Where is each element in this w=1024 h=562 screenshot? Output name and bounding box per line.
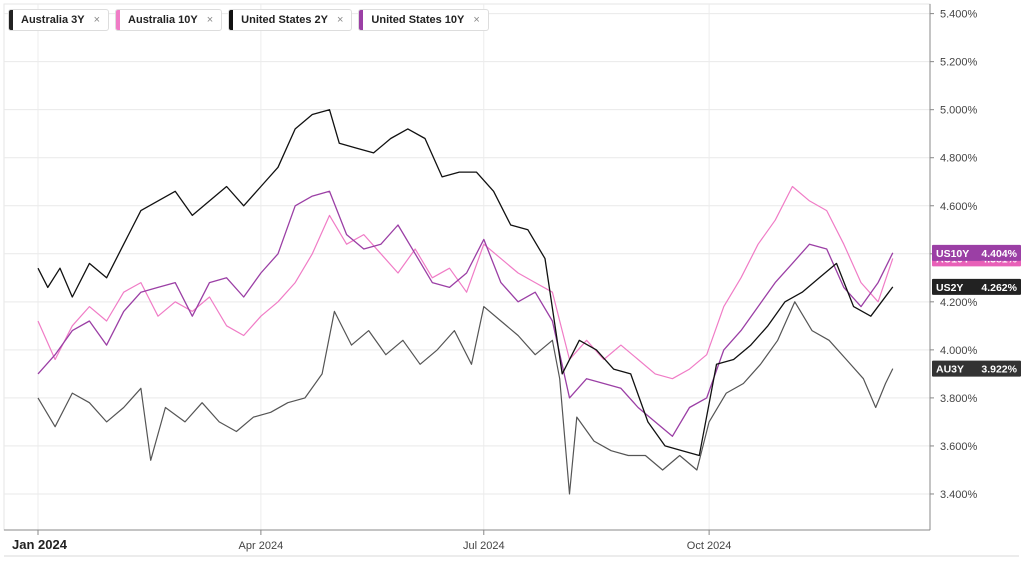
- series-line-au3y: [37, 301, 894, 495]
- legend-label: Australia 10Y: [128, 14, 198, 26]
- plot-background: [3, 3, 931, 531]
- series-line-us2y: [37, 109, 894, 457]
- x-tick-label: Jan 2024: [12, 537, 68, 552]
- legend-label: United States 2Y: [241, 14, 328, 26]
- legend: Australia 3Y × Australia 10Y × United St…: [8, 9, 489, 31]
- tag-value: 4.262%: [981, 282, 1017, 294]
- y-tick-label: 3.800%: [940, 393, 978, 405]
- last-value-tag-us2y: US2Y 4.262%: [932, 278, 1021, 295]
- legend-label: United States 10Y: [371, 14, 465, 26]
- tag-symbol: AU3Y: [936, 364, 964, 376]
- tag-background: [932, 360, 1021, 377]
- tag-value: 4.404%: [981, 248, 1017, 260]
- legend-swatch: [359, 10, 364, 30]
- tag-symbol: US2Y: [936, 282, 963, 294]
- y-tick-label: 4.600%: [940, 201, 978, 213]
- y-tick-label: 3.400%: [940, 489, 978, 501]
- chart-plot-area: [37, 109, 894, 495]
- last-value-tag-au3y: AU3Y 3.922%: [932, 360, 1021, 377]
- last-value-tag-us10y: US10Y 4.404%: [932, 244, 1021, 261]
- x-axis: Jan 2024 Apr 2024 Jul 2024 Oct 2024: [4, 529, 1019, 557]
- y-tick-label: 5.400%: [940, 9, 978, 21]
- y-tick-label: 4.000%: [940, 345, 978, 357]
- series-line-au10y: [37, 185, 894, 380]
- last-value-tags: AU3Y3.922%AU10Y4.381%US2Y4.262%US10Y4.40…: [932, 244, 1021, 377]
- x-tick-label: Jul 2024: [463, 540, 505, 552]
- y-axis: 5.400%5.200%5.000%4.800%4.600%4.400%4.20…: [929, 4, 978, 530]
- legend-swatch: [229, 10, 234, 30]
- close-icon[interactable]: ×: [93, 14, 101, 26]
- y-tick-label: 5.000%: [940, 105, 978, 117]
- tag-value: 3.922%: [981, 364, 1017, 376]
- legend-chip-united-states-2y[interactable]: United States 2Y ×: [228, 9, 353, 31]
- tag-background: [932, 278, 1021, 295]
- y-tick-label: 4.200%: [940, 297, 978, 309]
- legend-chip-australia-3y[interactable]: Australia 3Y ×: [8, 9, 110, 31]
- legend-chip-united-states-10y[interactable]: United States 10Y ×: [358, 9, 489, 31]
- series-line-us10y: [37, 190, 894, 437]
- legend-chip-australia-10y[interactable]: Australia 10Y ×: [115, 9, 223, 31]
- legend-swatch: [116, 10, 121, 30]
- tag-symbol: US10Y: [936, 248, 969, 260]
- y-tick-label: 4.800%: [940, 153, 978, 165]
- x-tick-label: Oct 2024: [687, 540, 732, 552]
- legend-swatch: [9, 10, 13, 30]
- close-icon[interactable]: ×: [473, 14, 480, 26]
- legend-label: Australia 3Y: [21, 14, 85, 26]
- chart-grid: [3, 3, 931, 531]
- close-icon[interactable]: ×: [336, 14, 344, 26]
- x-tick-label: Apr 2024: [239, 540, 284, 552]
- close-icon[interactable]: ×: [206, 14, 214, 26]
- y-tick-label: 3.600%: [940, 441, 978, 453]
- y-tick-label: 5.200%: [940, 57, 978, 69]
- tag-background: [932, 244, 1021, 261]
